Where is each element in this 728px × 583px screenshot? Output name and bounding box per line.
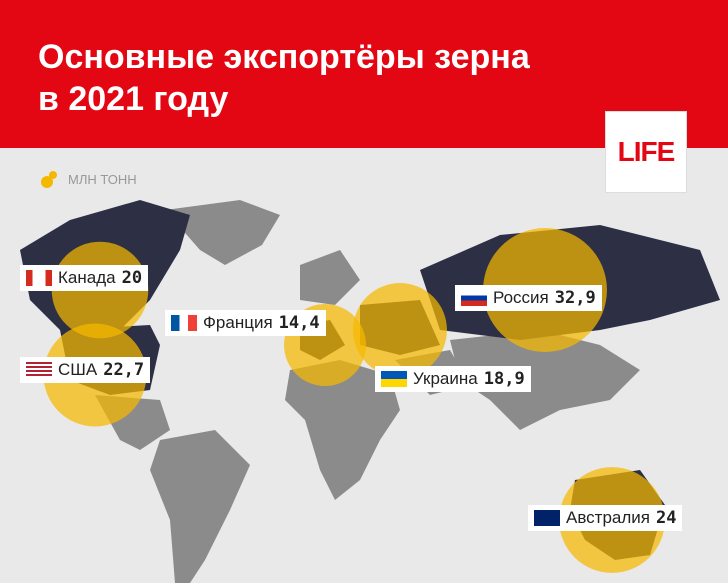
country-name: США (58, 360, 98, 379)
flag (381, 371, 407, 387)
logo: LIFE (606, 112, 686, 192)
unit-icon (41, 171, 57, 188)
flag (461, 290, 487, 306)
country-name: Канада (58, 268, 116, 287)
country-name: Австралия (566, 508, 650, 527)
country-name: Франция (203, 313, 273, 332)
value-label: 14,4 (278, 313, 320, 333)
flag (26, 270, 52, 286)
value-label: 18,9 (483, 369, 525, 389)
value-label: 20 (121, 268, 143, 288)
country-name: Россия (493, 288, 549, 307)
country-label: Россия 32,9 (455, 285, 602, 311)
country-label: США 22,7 (20, 357, 151, 383)
country-label: Канада 20 (20, 265, 149, 291)
value-label: 24 (656, 508, 677, 528)
flag (534, 510, 560, 526)
value-label: 32,9 (554, 288, 596, 308)
logo-text: LIFE (617, 136, 676, 167)
unit: МЛН ТОНН (68, 172, 137, 187)
value-label: 22,7 (103, 360, 145, 380)
country-label: Украина 18,9 (375, 366, 531, 392)
title: Основные экспортёры зерна в 2021 году (38, 38, 530, 118)
flag (26, 362, 52, 378)
country-label: Франция 14,4 (165, 310, 326, 336)
country-label: Австралия 24 (528, 505, 683, 531)
country-name: Украина (413, 369, 478, 388)
bubble (353, 283, 447, 377)
flag (171, 315, 197, 331)
